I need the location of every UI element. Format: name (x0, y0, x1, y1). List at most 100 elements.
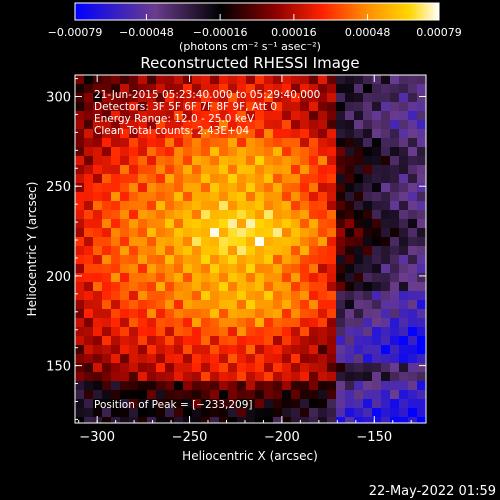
heatmap-cell (390, 120, 400, 130)
heatmap-cell (192, 417, 202, 423)
heatmap-cell (102, 291, 112, 301)
heatmap-cell (264, 192, 274, 202)
heatmap-cell (93, 192, 103, 202)
heatmap-cell (354, 165, 364, 175)
heatmap-cell (75, 372, 85, 382)
heatmap-cell (102, 354, 112, 364)
heatmap-cell (408, 75, 418, 85)
heatmap-cell (309, 282, 319, 292)
heatmap-cell (156, 102, 166, 112)
heatmap-cell (381, 165, 391, 175)
heatmap-cell (282, 390, 292, 400)
heatmap-cell (381, 156, 391, 166)
heatmap-cell (309, 192, 319, 202)
heatmap-cell (228, 111, 238, 121)
heatmap-cell (372, 372, 382, 382)
heatmap-cell (219, 120, 229, 130)
heatmap-cell (354, 408, 364, 418)
heatmap-cell (237, 354, 247, 364)
heatmap-cell (291, 273, 301, 283)
heatmap-cell (408, 201, 418, 211)
heatmap-cell (336, 363, 346, 373)
heatmap-cell (408, 165, 418, 175)
heatmap-cell (174, 336, 184, 346)
heatmap-cell (120, 354, 130, 364)
heatmap-cell (255, 345, 265, 355)
heatmap-cell (210, 255, 220, 265)
heatmap-cell (363, 156, 373, 166)
heatmap-cell (246, 273, 256, 283)
heatmap-cell (255, 372, 265, 382)
heatmap-cell (273, 354, 283, 364)
heatmap-cell (300, 210, 310, 220)
heatmap-cell (210, 417, 220, 423)
heatmap-cell (147, 408, 157, 418)
heatmap-cell (291, 327, 301, 337)
heatmap-cell (354, 255, 364, 265)
heatmap-cell (417, 210, 426, 220)
heatmap-cell (327, 354, 337, 364)
heatmap-cell (120, 255, 130, 265)
heatmap-cell (309, 165, 319, 175)
heatmap-cell (192, 165, 202, 175)
heatmap-cell (237, 192, 247, 202)
heatmap-cell (390, 192, 400, 202)
heatmap-cell (183, 174, 193, 184)
heatmap-cell (336, 201, 346, 211)
heatmap-cell (138, 363, 148, 373)
heatmap-cell (408, 183, 418, 193)
heatmap-cell (264, 75, 274, 85)
heatmap-cell (84, 390, 94, 400)
heatmap-cell (120, 417, 130, 423)
heatmap-cell (84, 84, 94, 94)
heatmap-cell (255, 399, 265, 409)
y-tick-label: 200 (46, 270, 71, 285)
heatmap-cell (318, 381, 328, 391)
heatmap-cell (219, 408, 229, 418)
heatmap-cell (363, 120, 373, 130)
heatmap-cell (165, 246, 175, 256)
heatmap-cell (264, 300, 274, 310)
heatmap-cell (309, 309, 319, 319)
heatmap-cell (408, 138, 418, 148)
heatmap-cell (246, 417, 256, 423)
heatmap-cell (327, 237, 337, 247)
heatmap-cell (327, 417, 337, 423)
heatmap-cell (300, 336, 310, 346)
heatmap-cell (246, 363, 256, 373)
heatmap-cell (84, 75, 94, 85)
heatmap-cell (291, 165, 301, 175)
heatmap-cell (399, 120, 409, 130)
heatmap-cell (129, 102, 139, 112)
heatmap-cell (273, 363, 283, 373)
heatmap-cell (273, 84, 283, 94)
heatmap-cell (165, 228, 175, 238)
x-tick-label: −250 (172, 430, 208, 445)
heatmap-cell (111, 192, 121, 202)
heatmap-cell (246, 408, 256, 418)
heatmap-cell (363, 399, 373, 409)
heatmap-cell (390, 345, 400, 355)
heatmap-cell (246, 102, 256, 112)
heatmap-cell (246, 372, 256, 382)
annotation-energy-range: Energy Range: 12.0 - 25.0 keV (94, 113, 255, 125)
heatmap-cell (318, 237, 328, 247)
heatmap-cell (228, 291, 238, 301)
heatmap-cell (381, 120, 391, 130)
heatmap-cell (228, 165, 238, 175)
heatmap-cell (354, 192, 364, 202)
heatmap-cell (354, 291, 364, 301)
heatmap-cell (93, 228, 103, 238)
heatmap-cell (183, 183, 193, 193)
heatmap-cell (327, 192, 337, 202)
heatmap-cell (354, 372, 364, 382)
heatmap-cell (408, 318, 418, 328)
heatmap-cell (111, 381, 121, 391)
heatmap-cell (273, 75, 283, 85)
heatmap-cell (174, 273, 184, 283)
heatmap-cell (399, 363, 409, 373)
heatmap-cell (183, 75, 193, 85)
heatmap-cell (399, 201, 409, 211)
heatmap-cell (201, 300, 211, 310)
heatmap-cell (102, 381, 112, 391)
